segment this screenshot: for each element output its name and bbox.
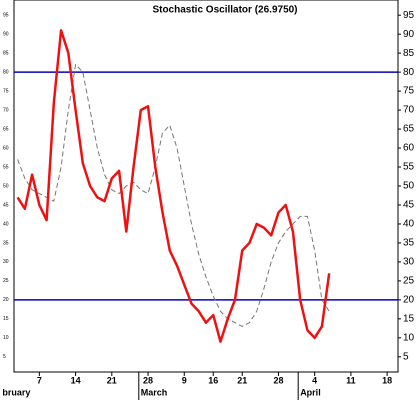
month-label: April xyxy=(300,387,321,397)
y-tick-label-left: 15 xyxy=(3,316,9,322)
y-tick-label: 60 xyxy=(403,143,415,154)
x-tick-label: 28 xyxy=(143,375,153,385)
y-tick-label-left: 40 xyxy=(3,221,9,227)
y-tick-label: 75 xyxy=(403,86,415,97)
y-tick-label-left: 80 xyxy=(3,69,9,75)
y-tick-label-left: 35 xyxy=(3,240,9,246)
y-tick-label-left: 45 xyxy=(3,202,9,208)
x-tick-label: 16 xyxy=(208,375,218,385)
y-tick-label-left: 25 xyxy=(3,278,9,284)
month-label: bruary xyxy=(2,387,30,397)
x-tick-label: 14 xyxy=(71,375,81,385)
x-tick-label: 28 xyxy=(273,375,283,385)
y-tick-label-left: 5 xyxy=(3,354,6,360)
y-tick-label: 80 xyxy=(403,67,415,78)
y-tick-label-left: 30 xyxy=(3,259,9,265)
y-tick-label-left: 90 xyxy=(3,31,9,37)
y-tick-label: 65 xyxy=(403,124,415,135)
chart-title: Stochastic Oscillator (26.9750) xyxy=(152,5,297,16)
y-tick-label-left: 50 xyxy=(3,183,9,189)
stochastic-d-line xyxy=(17,64,330,327)
y-tick-label: 35 xyxy=(403,238,415,249)
y-tick-label-left: 10 xyxy=(3,335,9,341)
x-tick-label: 7 xyxy=(37,375,42,385)
y-tick-label-left: 95 xyxy=(3,13,9,19)
y-tick-label: 15 xyxy=(403,313,415,324)
y-tick-label: 50 xyxy=(403,181,415,192)
x-tick-label: 18 xyxy=(382,375,392,385)
x-tick-label: 21 xyxy=(107,375,117,385)
y-tick-label: 95 xyxy=(403,10,415,21)
y-tick-label: 10 xyxy=(403,332,415,343)
x-tick-label: 11 xyxy=(346,375,356,385)
y-tick-label: 85 xyxy=(403,48,415,59)
y-tick-label: 20 xyxy=(403,295,415,306)
x-tick-label: 4 xyxy=(312,375,317,385)
y-tick-label: 45 xyxy=(403,200,415,211)
y-tick-label-left: 55 xyxy=(3,164,9,170)
y-tick-label-left: 20 xyxy=(3,297,9,303)
y-tick-label-left: 85 xyxy=(3,50,9,56)
y-tick-label-left: 60 xyxy=(3,145,9,151)
y-tick-label: 5 xyxy=(403,351,409,362)
y-tick-label: 90 xyxy=(403,29,415,40)
y-tick-label: 40 xyxy=(403,219,415,230)
plot-frame xyxy=(13,0,399,373)
month-label: March xyxy=(141,387,168,397)
x-tick-label: 9 xyxy=(182,375,187,385)
y-tick-label-left: 70 xyxy=(3,107,9,113)
y-tick-label: 55 xyxy=(403,162,415,173)
y-tick-label-left: 65 xyxy=(3,126,9,132)
x-tick-label: 21 xyxy=(237,375,247,385)
y-tick-label-left: 75 xyxy=(3,88,9,94)
y-tick-label: 30 xyxy=(403,257,415,268)
y-tick-label: 70 xyxy=(403,105,415,116)
y-tick-label: 25 xyxy=(403,276,415,287)
stochastic-k-line xyxy=(16,29,331,343)
